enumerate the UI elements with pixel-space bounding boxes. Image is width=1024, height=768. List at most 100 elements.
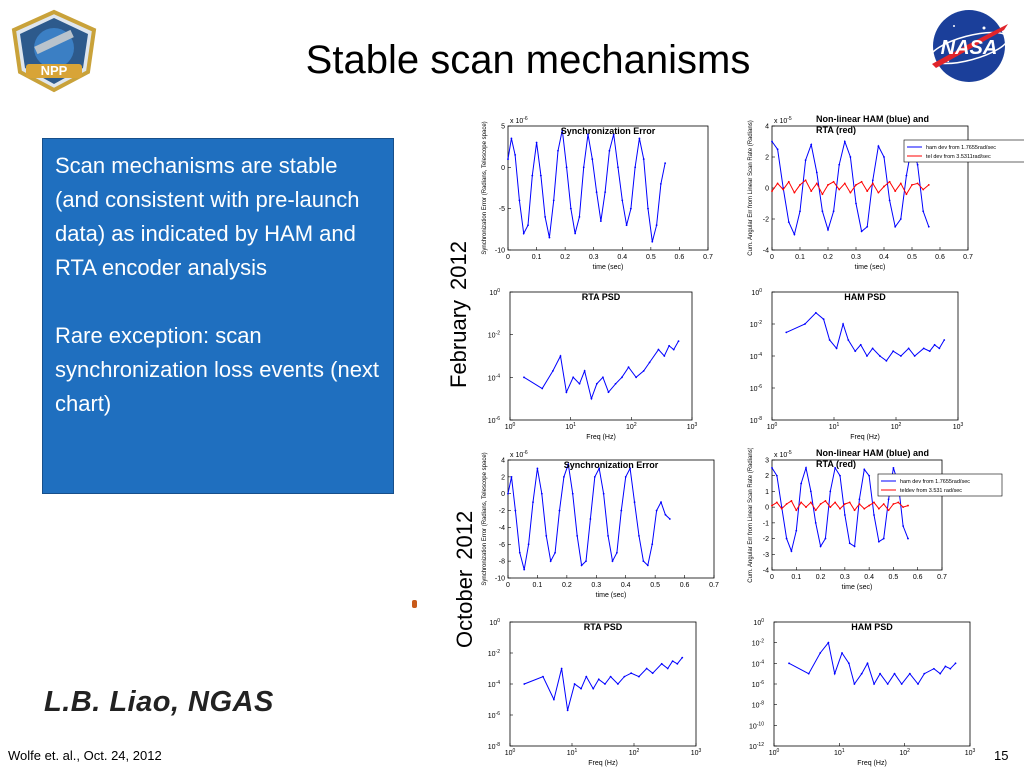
data-point bbox=[592, 687, 595, 690]
data-point bbox=[668, 518, 671, 520]
legend-label: ham dev from 1.7655rad/sec bbox=[926, 145, 996, 151]
data-point bbox=[527, 543, 530, 546]
data-point bbox=[590, 397, 593, 400]
y-tick-label: 10-8 bbox=[750, 416, 762, 425]
data-point bbox=[785, 331, 788, 334]
data-point bbox=[871, 347, 874, 350]
data-point bbox=[804, 179, 807, 182]
data-point bbox=[916, 182, 919, 185]
data-point bbox=[892, 350, 895, 353]
data-point bbox=[863, 507, 866, 510]
y-tick-label: 1 bbox=[765, 489, 769, 496]
data-point bbox=[943, 339, 946, 341]
data-point bbox=[868, 474, 871, 477]
data-point bbox=[664, 513, 667, 516]
x-tick-label: 0.3 bbox=[589, 254, 599, 261]
data-point bbox=[612, 133, 615, 136]
x-tick-label: 100 bbox=[505, 748, 516, 757]
data-point bbox=[922, 347, 925, 350]
data-point bbox=[892, 503, 895, 505]
data-point bbox=[814, 509, 817, 512]
data-point bbox=[621, 199, 624, 202]
data-point bbox=[591, 158, 594, 160]
data-point bbox=[805, 506, 807, 509]
data-point bbox=[542, 675, 544, 678]
footer-citation: Wolfe et. al., Oct. 24, 2012 bbox=[8, 748, 162, 763]
data-point bbox=[554, 551, 556, 554]
data-point bbox=[849, 191, 852, 194]
y-tick-label: 10-2 bbox=[488, 331, 500, 340]
data-point bbox=[567, 463, 570, 466]
data-point bbox=[822, 318, 825, 321]
data-point bbox=[787, 221, 790, 223]
data-point bbox=[583, 370, 586, 372]
data-point bbox=[873, 501, 875, 504]
data-point bbox=[514, 154, 517, 156]
data-point bbox=[939, 672, 942, 675]
y-tick-label: -1 bbox=[763, 520, 769, 527]
signature: L.B. Liao, NGAS bbox=[44, 686, 274, 718]
data-point bbox=[905, 193, 908, 196]
data-point bbox=[907, 347, 910, 350]
data-point bbox=[793, 233, 796, 236]
data-point bbox=[560, 667, 563, 670]
october-2012-label: October 2012 bbox=[452, 511, 478, 648]
data-point bbox=[566, 709, 569, 712]
data-point bbox=[623, 675, 626, 678]
data-point bbox=[589, 518, 592, 520]
y-tick-label: -10 bbox=[495, 248, 505, 255]
data-point bbox=[819, 545, 822, 548]
data-point bbox=[911, 184, 913, 186]
data-point bbox=[916, 163, 919, 166]
data-point bbox=[659, 182, 662, 185]
chart-title: Non-linear HAM (blue) and bbox=[816, 448, 929, 458]
chart-title-line2: RTA (red) bbox=[816, 125, 856, 135]
y-tick-label: 100 bbox=[751, 288, 762, 297]
data-point bbox=[809, 490, 812, 493]
data-point bbox=[907, 504, 909, 507]
y-tick-label: -4 bbox=[763, 568, 769, 575]
y-tick-label: 4 bbox=[501, 458, 505, 465]
data-point bbox=[666, 667, 669, 670]
x-tick-label: 0.7 bbox=[703, 254, 713, 261]
data-point bbox=[582, 166, 585, 169]
data-point bbox=[841, 652, 843, 654]
y-tick-label: 10-10 bbox=[749, 721, 764, 730]
data-point bbox=[927, 225, 930, 228]
bullet-exception: Rare exception: scan synchronization los… bbox=[55, 323, 380, 416]
y-tick-label: -4 bbox=[763, 248, 769, 255]
data-point bbox=[677, 340, 680, 342]
data-point bbox=[552, 698, 555, 701]
data-point bbox=[821, 193, 824, 196]
data-point bbox=[894, 225, 897, 228]
chart-feb-rta-psd: 100 101 102 103 100 10-2 10-4 10-6 RTA PSD Freq (… bbox=[488, 288, 698, 441]
data-point bbox=[782, 188, 785, 191]
x-tick-label: 0 bbox=[770, 574, 774, 581]
data-point bbox=[617, 166, 619, 169]
data-point bbox=[771, 466, 773, 469]
npp-logo: NPP bbox=[11, 9, 97, 93]
data-point bbox=[795, 529, 798, 532]
x-tick-label: 0.6 bbox=[913, 574, 923, 581]
x-tick-label: 101 bbox=[834, 748, 845, 757]
exponent-label: x 10-6 bbox=[510, 450, 528, 459]
data-point bbox=[642, 370, 645, 372]
y-tick-label: 10-4 bbox=[750, 352, 762, 361]
data-point bbox=[510, 137, 513, 140]
y-tick-label: 10-6 bbox=[488, 416, 500, 425]
data-point bbox=[877, 191, 880, 194]
data-point bbox=[532, 501, 534, 504]
data-point bbox=[827, 184, 829, 186]
data-point bbox=[828, 339, 831, 341]
data-point bbox=[523, 683, 526, 685]
data-point bbox=[905, 174, 908, 177]
data-point bbox=[807, 672, 810, 675]
y-tick-label: -2 bbox=[763, 217, 769, 224]
data-point bbox=[527, 224, 529, 227]
chart-oct-ham-psd: 100 101 102 103 100 10-2 10-4 10-6 10-8 10-10 10-1… bbox=[749, 618, 976, 767]
data-point bbox=[863, 468, 866, 471]
data-point bbox=[531, 174, 534, 177]
y-tick-label: 2 bbox=[501, 474, 505, 481]
x-tick-label: 0.4 bbox=[617, 254, 627, 261]
page-number: 15 bbox=[994, 748, 1009, 763]
